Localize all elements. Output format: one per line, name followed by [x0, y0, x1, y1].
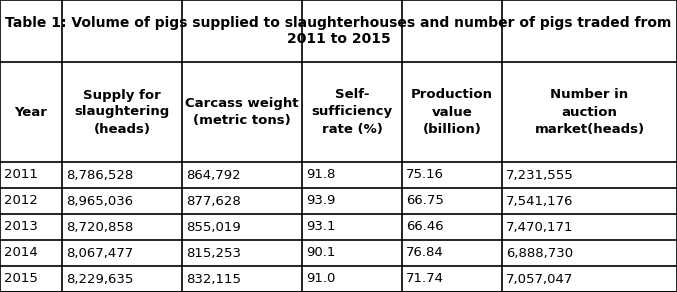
- Text: 91.8: 91.8: [306, 168, 335, 182]
- Text: 855,019: 855,019: [186, 220, 241, 234]
- Text: Number in
auction
market(heads): Number in auction market(heads): [534, 88, 645, 135]
- Text: 76.84: 76.84: [406, 246, 443, 260]
- Text: 75.16: 75.16: [406, 168, 444, 182]
- Text: Table 1: Volume of pigs supplied to slaughterhouses and number of pigs traded fr: Table 1: Volume of pigs supplied to slau…: [5, 16, 672, 46]
- Text: 2014: 2014: [4, 246, 38, 260]
- Text: 8,720,858: 8,720,858: [66, 220, 133, 234]
- Text: 2013: 2013: [4, 220, 38, 234]
- Text: Self-
sufficiency
rate (%): Self- sufficiency rate (%): [311, 88, 393, 135]
- Text: Year: Year: [15, 105, 47, 119]
- Text: 93.9: 93.9: [306, 194, 335, 208]
- Text: 877,628: 877,628: [186, 194, 241, 208]
- Text: 8,786,528: 8,786,528: [66, 168, 133, 182]
- Text: 91.0: 91.0: [306, 272, 335, 286]
- Text: 7,057,047: 7,057,047: [506, 272, 573, 286]
- Text: 66.75: 66.75: [406, 194, 444, 208]
- Text: 2011: 2011: [4, 168, 38, 182]
- Text: Supply for
slaughtering
(heads): Supply for slaughtering (heads): [74, 88, 170, 135]
- Text: 7,541,176: 7,541,176: [506, 194, 573, 208]
- Text: 832,115: 832,115: [186, 272, 241, 286]
- Text: 8,067,477: 8,067,477: [66, 246, 133, 260]
- Text: 2015: 2015: [4, 272, 38, 286]
- Text: 66.46: 66.46: [406, 220, 443, 234]
- Text: 7,470,171: 7,470,171: [506, 220, 573, 234]
- Text: 8,965,036: 8,965,036: [66, 194, 133, 208]
- Text: Production
value
(billion): Production value (billion): [411, 88, 493, 135]
- Text: 2012: 2012: [4, 194, 38, 208]
- Text: 7,231,555: 7,231,555: [506, 168, 573, 182]
- Text: 71.74: 71.74: [406, 272, 444, 286]
- Text: 6,888,730: 6,888,730: [506, 246, 573, 260]
- Text: 8,229,635: 8,229,635: [66, 272, 133, 286]
- Text: Carcass weight
(metric tons): Carcass weight (metric tons): [185, 97, 299, 127]
- Text: 864,792: 864,792: [186, 168, 240, 182]
- Text: 90.1: 90.1: [306, 246, 335, 260]
- Text: 93.1: 93.1: [306, 220, 336, 234]
- Text: 815,253: 815,253: [186, 246, 241, 260]
